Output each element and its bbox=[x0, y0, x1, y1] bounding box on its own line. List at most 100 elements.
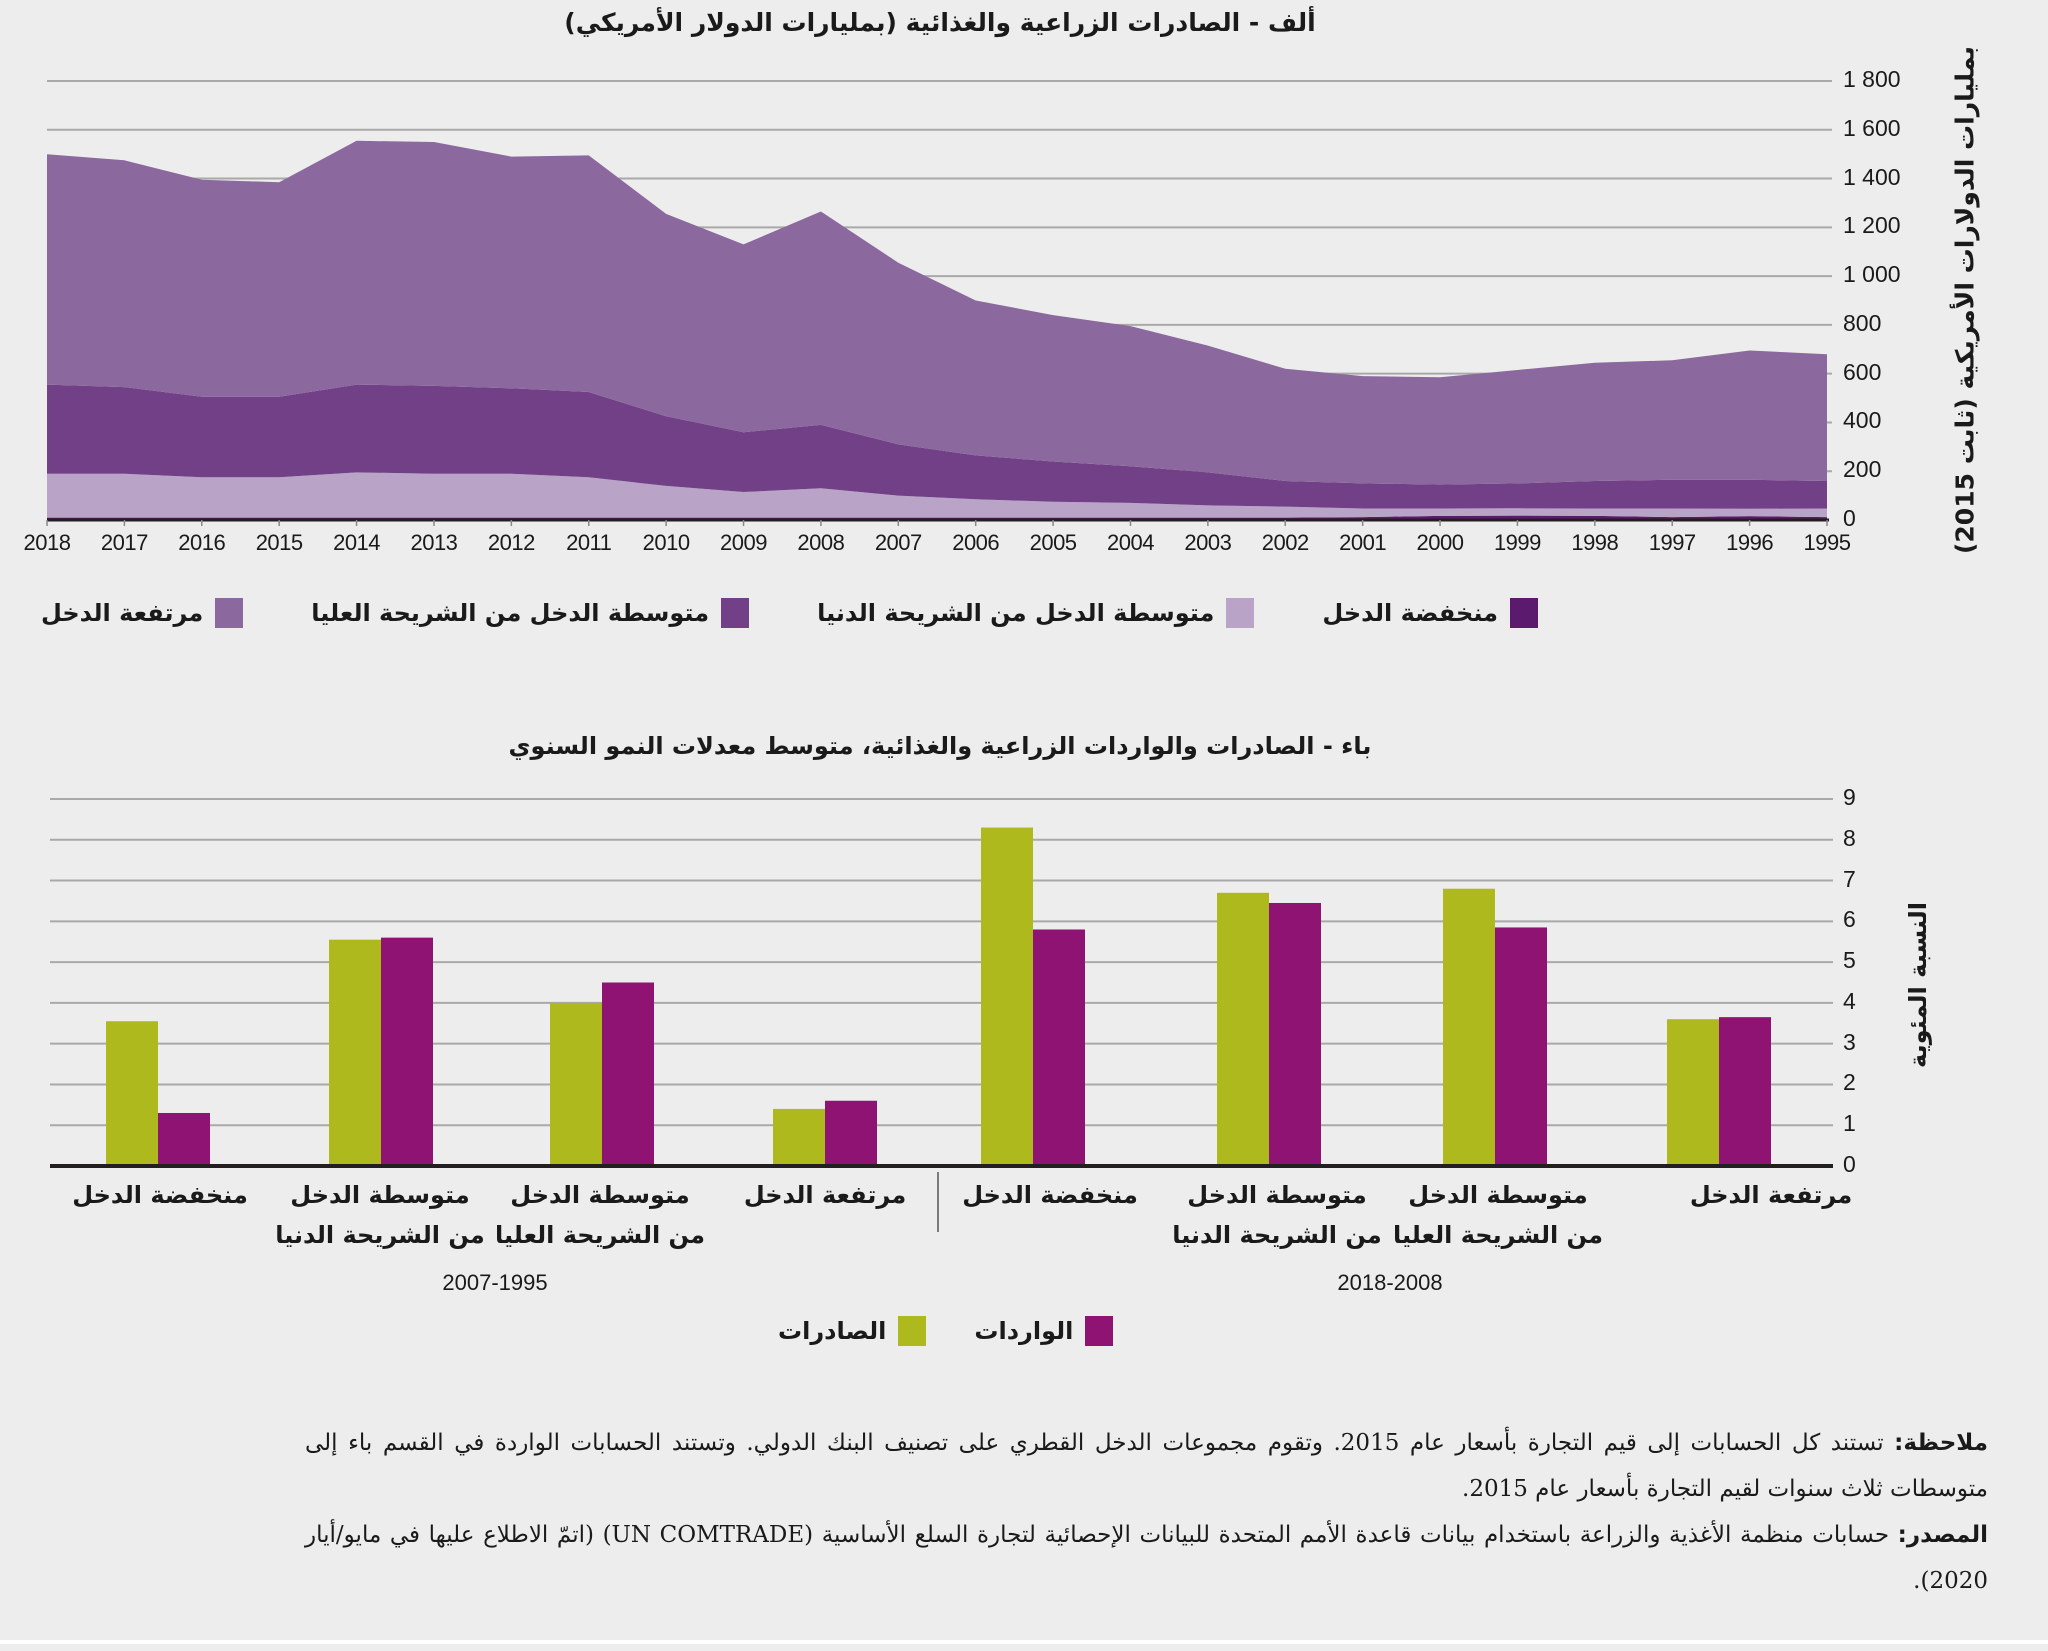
bar-exports bbox=[981, 827, 1033, 1166]
category-label-lower-middle-income-2008: متوسطة الدخل من الشريحة الدنيا bbox=[1172, 1175, 1382, 1255]
x-tick-label: 1997 bbox=[1648, 530, 1696, 555]
legend-label-upper-middle-income: متوسطة الدخل من الشريحة العليا bbox=[311, 599, 710, 627]
category-label-line: مرتفعة الدخل bbox=[1689, 1181, 1853, 1209]
x-tick-label: 2002 bbox=[1261, 530, 1309, 555]
chart-a-legend: مرتفعة الدخل متوسطة الدخل من الشريحة الع… bbox=[41, 598, 1538, 628]
y-tick-label: 4 bbox=[1843, 987, 1856, 1014]
bar-exports bbox=[773, 1108, 825, 1166]
y-tick-label: 3 bbox=[1843, 1028, 1856, 1055]
category-label-high-income-2008: مرتفعة الدخل bbox=[1690, 1175, 1852, 1215]
category-label-high-income-1995: مرتفعة الدخل bbox=[744, 1175, 906, 1215]
chart-a-title: ألف - الصادرات الزراعية والغذائية (بمليا… bbox=[564, 8, 1316, 37]
y-tick-label: 9 bbox=[1843, 784, 1856, 810]
category-label-lower-middle-income-1995: متوسطة الدخل من الشريحة الدنيا bbox=[275, 1175, 485, 1255]
category-label-line: من الشريحة العليا bbox=[1392, 1221, 1604, 1249]
source-paragraph: المصدر: حسابات منظمة الأغذية والزراعة با… bbox=[305, 1512, 1988, 1604]
bar-imports bbox=[1269, 902, 1321, 1166]
area-lower-middle-income bbox=[47, 472, 1827, 518]
y-tick-label: 0 bbox=[1843, 1151, 1856, 1177]
bar-exports bbox=[1217, 892, 1269, 1166]
bar-imports bbox=[1719, 1017, 1771, 1166]
x-tick-label: 2000 bbox=[1416, 530, 1464, 555]
y-tick-label: 400 bbox=[1843, 407, 1882, 434]
x-tick-label: 2013 bbox=[410, 530, 458, 555]
x-tick-label: 2008 bbox=[797, 530, 845, 555]
area-upper-middle-income bbox=[47, 384, 1827, 509]
legend-item-imports: الواردات bbox=[974, 1316, 1114, 1346]
y-tick-label: 600 bbox=[1843, 358, 1882, 385]
y-tick-label: 6 bbox=[1843, 906, 1856, 933]
legend-item-upper-middle-income: متوسطة الدخل من الشريحة العليا bbox=[311, 598, 750, 628]
bar-exports bbox=[1443, 888, 1495, 1166]
bar-exports bbox=[1667, 1019, 1719, 1166]
category-label-line: متوسطة الدخل bbox=[290, 1181, 470, 1209]
bottom-rule bbox=[0, 1640, 2048, 1644]
legend-swatch-low-income bbox=[1510, 598, 1538, 628]
y-tick-label: 800 bbox=[1843, 309, 1882, 336]
y-tick-label: 1 200 bbox=[1843, 212, 1901, 239]
category-label-line: متوسطة الدخل bbox=[510, 1181, 690, 1209]
legend-item-high-income: مرتفعة الدخل bbox=[40, 598, 244, 628]
y-tick-label: 1 400 bbox=[1843, 163, 1901, 190]
y-tick-label: 1 600 bbox=[1843, 114, 1901, 141]
x-tick-label: 2015 bbox=[255, 530, 303, 555]
x-tick-label: 2016 bbox=[178, 530, 226, 555]
bar-exports bbox=[550, 1002, 602, 1166]
bar-imports bbox=[602, 982, 654, 1166]
chart-b-legend: الواردات الصادرات bbox=[778, 1316, 1114, 1346]
x-tick-label: 2004 bbox=[1106, 530, 1154, 555]
x-tick-label: 2005 bbox=[1029, 530, 1077, 555]
x-tick-label: 2017 bbox=[100, 530, 148, 555]
legend-label-exports: الصادرات bbox=[778, 1317, 887, 1345]
x-tick-label: 1996 bbox=[1726, 530, 1774, 555]
legend-swatch-imports bbox=[1085, 1316, 1114, 1346]
y-tick-label: 2 bbox=[1843, 1069, 1856, 1096]
category-label-low-income-2008: منخفضة الدخل bbox=[962, 1175, 1138, 1215]
x-tick-label: 2014 bbox=[333, 530, 381, 555]
bar-imports bbox=[825, 1100, 877, 1166]
x-tick-label: 2009 bbox=[720, 530, 767, 555]
x-tick-label: 1999 bbox=[1493, 530, 1541, 555]
category-label-line: متوسطة الدخل bbox=[1187, 1181, 1367, 1209]
chart-b-bar-marks bbox=[106, 827, 1771, 1166]
bar-imports bbox=[381, 937, 433, 1166]
chart-b-y-axis-title: النسبة المئوية bbox=[1904, 902, 1932, 1068]
legend-label-low-income: منخفضة الدخل bbox=[1322, 599, 1498, 627]
x-tick-label: 1995 bbox=[1803, 530, 1851, 555]
category-label-low-income-1995: منخفضة الدخل bbox=[72, 1175, 248, 1215]
legend-label-high-income: مرتفعة الدخل bbox=[40, 599, 204, 627]
bar-imports bbox=[1033, 929, 1085, 1166]
legend-label-imports: الواردات bbox=[974, 1317, 1074, 1345]
x-tick-label: 2018 bbox=[23, 530, 71, 555]
y-tick-label: 1 800 bbox=[1843, 66, 1901, 92]
y-tick-label: 7 bbox=[1843, 865, 1856, 892]
note-paragraph: ملاحظة: تستند كل الحسابات إلى قيم التجار… bbox=[305, 1420, 1988, 1512]
bar-exports bbox=[106, 1021, 158, 1166]
category-label-line: متوسطة الدخل bbox=[1408, 1181, 1588, 1209]
category-label-line: مرتفعة الدخل bbox=[743, 1181, 907, 1209]
y-tick-label: 200 bbox=[1843, 456, 1882, 483]
source-label: المصدر: bbox=[1897, 1522, 1988, 1548]
y-tick-label: 0 bbox=[1843, 505, 1856, 531]
period-label-1995-2007: 2007-1995 bbox=[442, 1270, 548, 1295]
y-tick-label: 5 bbox=[1843, 947, 1856, 974]
x-tick-label: 2001 bbox=[1339, 530, 1387, 555]
category-label-line: منخفضة الدخل bbox=[962, 1181, 1138, 1209]
x-tick-label: 2012 bbox=[487, 530, 535, 555]
category-label-upper-middle-income-1995: متوسطة الدخل من الشريحة العليا bbox=[495, 1175, 705, 1255]
bar-imports bbox=[158, 1112, 210, 1166]
legend-item-lower-middle-income: متوسطة الدخل من الشريحة الدنيا bbox=[817, 598, 1255, 628]
source-text: حسابات منظمة الأغذية والزراعة باستخدام ب… bbox=[305, 1522, 1988, 1594]
note-text: تستند كل الحسابات إلى قيم التجارة بأسعار… bbox=[305, 1430, 1988, 1502]
legend-swatch-lower-middle-income bbox=[1226, 598, 1255, 628]
y-tick-label: 8 bbox=[1843, 824, 1856, 851]
legend-swatch-upper-middle-income bbox=[721, 598, 750, 628]
x-tick-label: 2007 bbox=[874, 530, 922, 555]
category-label-line: من الشريحة الدنيا bbox=[1172, 1221, 1382, 1249]
chart-a-x-axis bbox=[46, 518, 1829, 526]
category-label-upper-middle-income-2008: متوسطة الدخل من الشريحة العليا bbox=[1393, 1175, 1603, 1255]
legend-swatch-exports bbox=[898, 1316, 927, 1346]
chart-b-gridlines bbox=[50, 798, 1833, 1127]
period-label-2008-2018: 2018-2008 bbox=[1337, 1270, 1443, 1295]
note-label: ملاحظة: bbox=[1894, 1430, 1988, 1456]
